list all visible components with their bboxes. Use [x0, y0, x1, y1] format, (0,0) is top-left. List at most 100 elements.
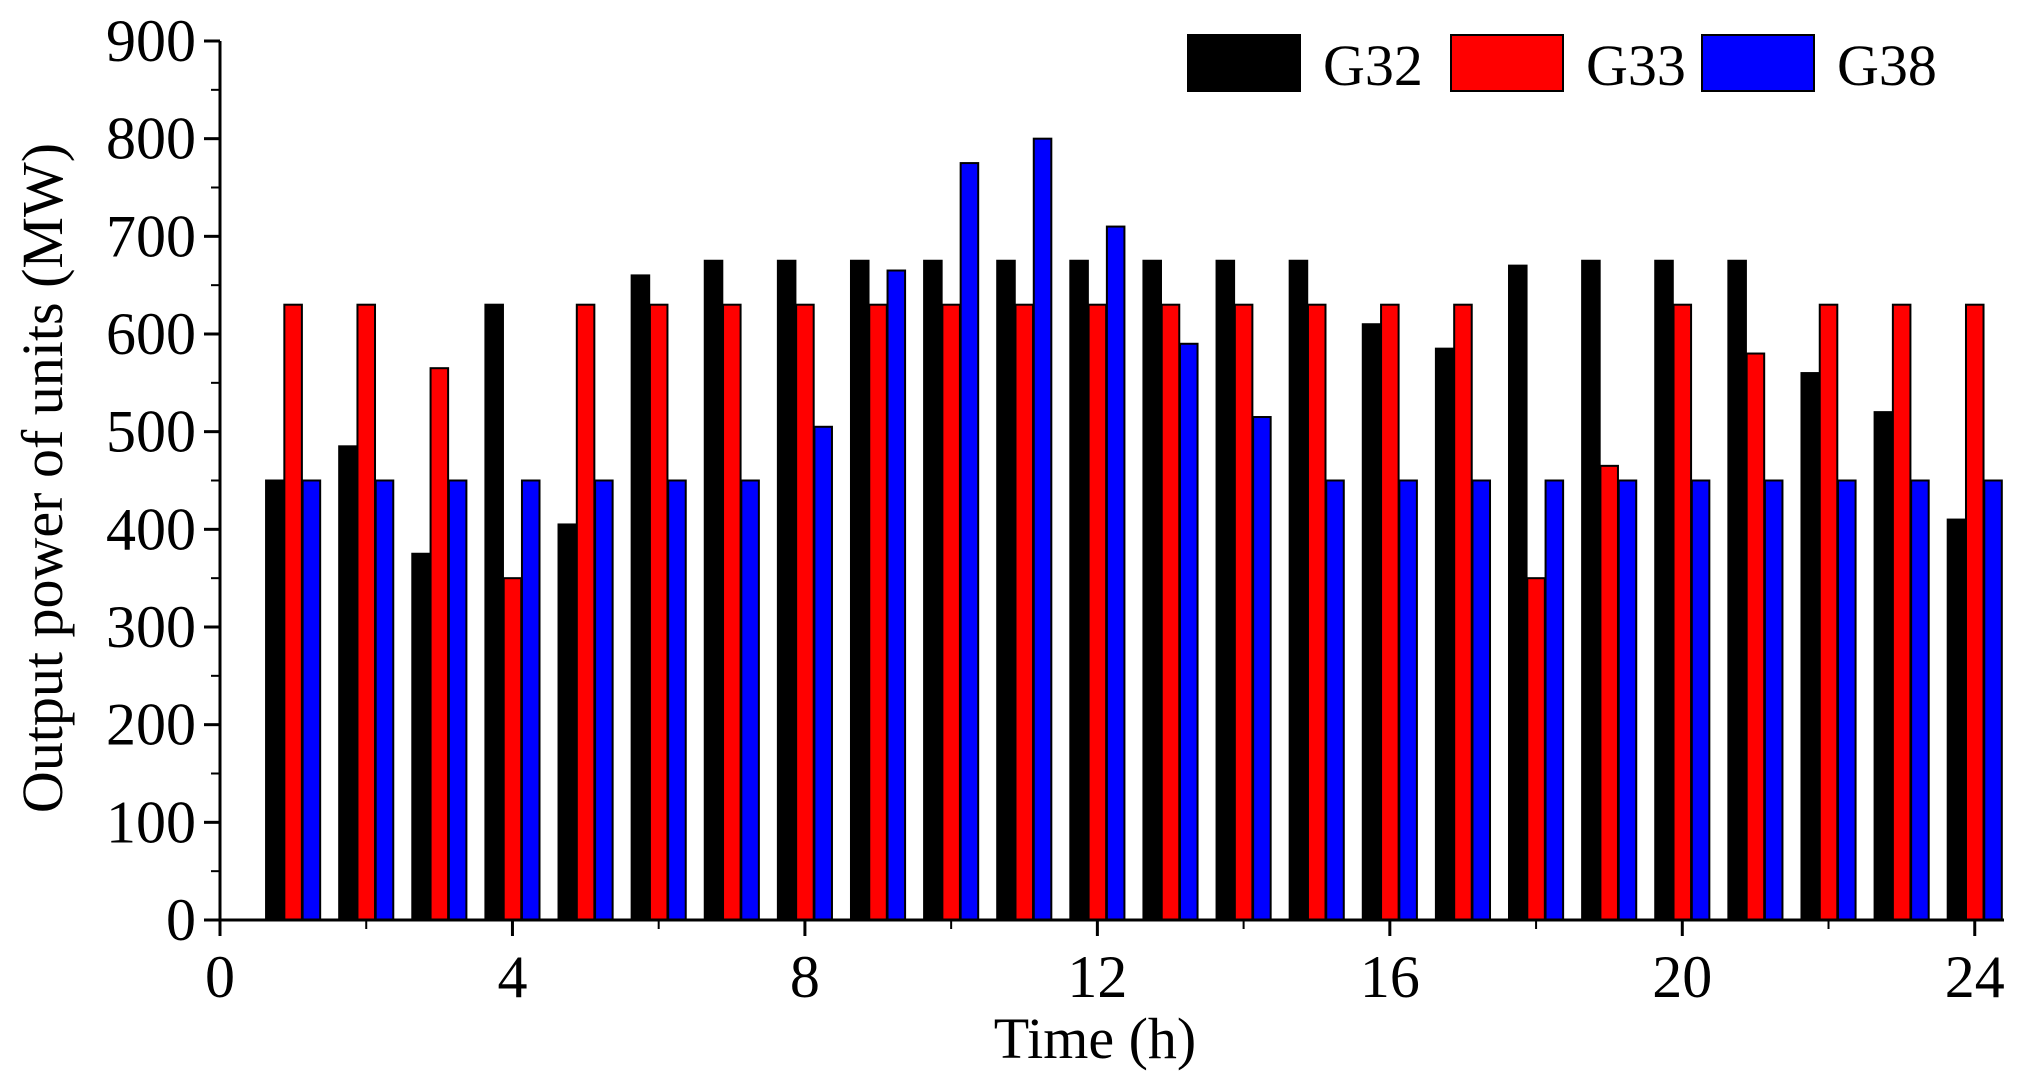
- legend-item-G32: G32: [1187, 33, 1423, 98]
- bar-G33-17: [1453, 303, 1473, 921]
- x-tick-label: 8: [790, 944, 820, 1010]
- bar-G38-9: [886, 269, 907, 921]
- bar-G33-4: [502, 577, 523, 921]
- bar-G32-3: [411, 552, 431, 921]
- legend-label-G32: G32: [1323, 33, 1423, 98]
- y-tick-label: 600: [106, 301, 196, 367]
- bar-G32-24: [1946, 518, 1967, 921]
- bar-G38-4: [520, 479, 541, 921]
- legend-swatch-G38: [1701, 34, 1815, 92]
- bar-G33-18: [1526, 577, 1546, 921]
- y-tick-label: 900: [106, 8, 196, 74]
- bar-G38-23: [1910, 479, 1930, 921]
- bar-G38-5: [594, 479, 614, 921]
- bar-G33-12: [1087, 303, 1108, 921]
- bar-G38-21: [1763, 479, 1784, 921]
- bar-G32-17: [1434, 347, 1455, 921]
- bar-G38-18: [1544, 479, 1565, 921]
- bar-G32-5: [557, 523, 578, 921]
- bar-G38-17: [1471, 479, 1492, 921]
- bar-G38-12: [1105, 225, 1126, 921]
- y-tick-label: 700: [106, 203, 196, 269]
- y-tick-label: 500: [106, 399, 196, 465]
- legend-label-G33: G33: [1586, 33, 1686, 98]
- bar-G32-18: [1508, 264, 1528, 921]
- ticks: 0 100 200 300 400 500 600 700 800 900 0 4 8 12 16 20 24: [106, 8, 2005, 1010]
- bar-G38-14: [1252, 416, 1272, 921]
- bar-G33-16: [1380, 303, 1400, 921]
- bar-G38-10: [959, 162, 980, 921]
- bar-G32-19: [1581, 259, 1601, 921]
- y-tick-label: 200: [106, 692, 196, 758]
- bar-G33-9: [868, 303, 888, 921]
- bar-G32-4: [484, 303, 504, 921]
- bar-G38-7: [740, 479, 760, 921]
- bar-G38-13: [1179, 342, 1199, 921]
- x-tick-label: 20: [1652, 944, 1712, 1010]
- y-tick-label: 100: [106, 789, 196, 855]
- bar-G33-1: [283, 303, 303, 921]
- bar-G32-10: [923, 259, 943, 921]
- bar-G33-23: [1891, 303, 1912, 921]
- bar-G38-6: [667, 479, 687, 921]
- bar-G33-6: [648, 303, 669, 921]
- bar-G38-3: [447, 479, 468, 921]
- x-tick-label: 24: [1945, 944, 2005, 1010]
- bar-G32-6: [630, 274, 651, 921]
- bar-G33-5: [575, 303, 596, 921]
- bar-G38-20: [1690, 479, 1711, 921]
- bar-G32-15: [1288, 259, 1309, 921]
- y-tick-label: 0: [166, 887, 196, 953]
- series-G32: [265, 259, 1967, 922]
- bar-G38-1: [301, 479, 322, 921]
- bar-G32-11: [996, 259, 1016, 921]
- bar-G32-20: [1654, 259, 1674, 921]
- legend-label-G38: G38: [1837, 33, 1937, 98]
- bar-G32-23: [1873, 411, 1894, 921]
- series-G38: [301, 137, 2003, 922]
- bar-G38-8: [813, 425, 833, 921]
- x-tick-label: 0: [205, 944, 235, 1010]
- y-tick-label: 300: [106, 594, 196, 660]
- bar-G32-16: [1361, 323, 1382, 922]
- bar-G33-14: [1233, 303, 1254, 921]
- y-axis-title: Output power of units (MW): [10, 143, 75, 813]
- bar-G33-2: [356, 303, 377, 921]
- bar-G33-3: [429, 367, 450, 921]
- bar-G33-24: [1964, 303, 1985, 921]
- bar-G33-11: [1014, 303, 1035, 921]
- bar-G33-15: [1306, 303, 1327, 921]
- bar-G32-1: [265, 479, 285, 921]
- bar-G33-22: [1818, 303, 1839, 921]
- bar-G38-22: [1837, 479, 1857, 921]
- y-tick-label: 400: [106, 496, 196, 562]
- bar-G38-11: [1032, 137, 1053, 922]
- bar-G32-7: [703, 259, 724, 921]
- bar-G33-10: [941, 303, 961, 921]
- bar-G33-7: [722, 303, 742, 921]
- legend-item-G33: G33: [1450, 33, 1686, 98]
- bar-G32-9: [849, 259, 870, 921]
- bar-G33-8: [795, 303, 815, 921]
- legend-item-G38: G38: [1701, 33, 1937, 98]
- legend-swatch-G32: [1187, 34, 1301, 92]
- x-tick-label: 16: [1360, 944, 1420, 1010]
- bar-G32-8: [776, 259, 797, 921]
- x-tick-label: 4: [497, 944, 527, 1010]
- x-axis-title: Time (h): [994, 1006, 1197, 1071]
- bar-G33-19: [1599, 464, 1619, 921]
- legend-swatch-G33: [1450, 34, 1564, 92]
- bar-G32-12: [1069, 259, 1089, 921]
- bar-G38-19: [1617, 479, 1638, 921]
- bar-G38-15: [1325, 479, 1345, 921]
- bar-G38-24: [1983, 479, 2003, 921]
- bar-G32-2: [338, 445, 358, 921]
- legend: G32 G33 G38: [1187, 33, 1937, 98]
- bar-G38-2: [374, 479, 395, 921]
- y-tick-label: 800: [106, 106, 196, 172]
- bar-G32-14: [1215, 259, 1236, 921]
- bars-layer: [265, 137, 2003, 922]
- bar-G32-13: [1142, 259, 1162, 921]
- bar-G33-21: [1745, 352, 1766, 921]
